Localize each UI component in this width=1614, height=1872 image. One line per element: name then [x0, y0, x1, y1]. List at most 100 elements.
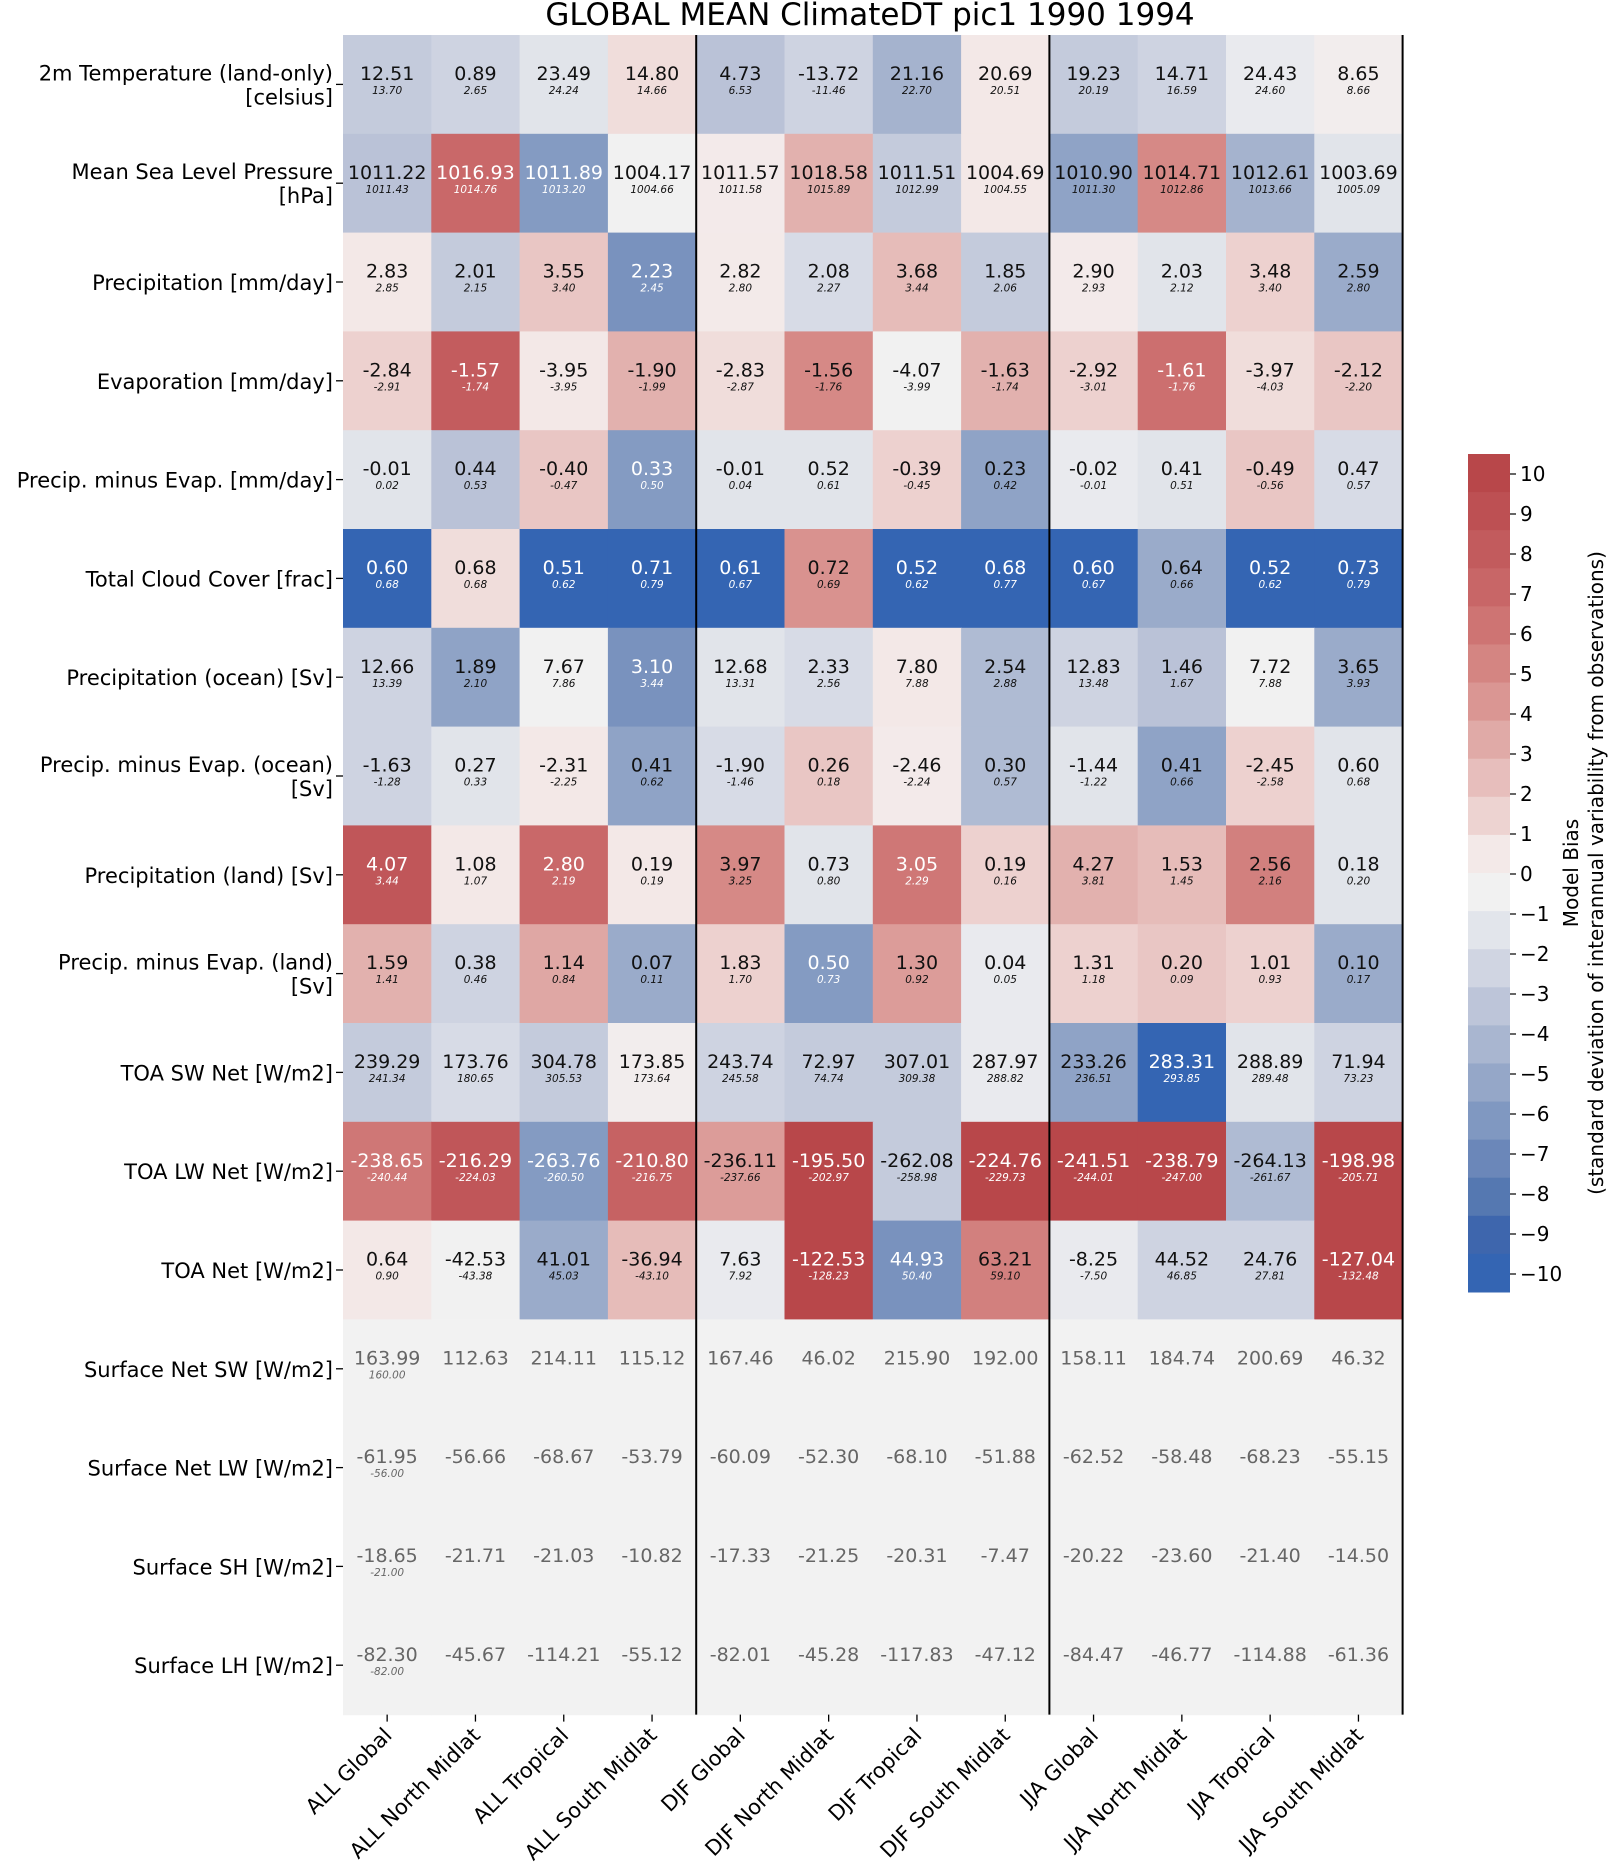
cell-obs-value: -1.74: [462, 381, 489, 393]
colorbar-segment: [1468, 1101, 1510, 1141]
heatmap-cell: [1314, 1319, 1404, 1419]
cell-value: 3.05: [896, 853, 938, 875]
cell-value: 3.97: [719, 853, 761, 875]
heatmap-cell: [1049, 35, 1139, 135]
heatmap-cell: [343, 331, 432, 431]
heatmap-cell: [1314, 726, 1404, 826]
heatmap-cell: [343, 133, 432, 234]
cell-obs-value: 0.62: [905, 579, 929, 591]
row-labels: 2m Temperature (land-only)[celsius] Mean …: [17, 61, 343, 1678]
heatmap-cell: [607, 1418, 697, 1518]
heatmap-cell: [519, 1418, 609, 1518]
cell-obs-value: 173.64: [634, 1073, 671, 1085]
cell-value: 3.48: [1249, 261, 1291, 283]
heatmap-cell: [519, 1220, 609, 1320]
cell-value: -195.50: [792, 1150, 865, 1172]
colorbar-segment: [1468, 1139, 1510, 1179]
cell-obs-value: -237.66: [720, 1172, 761, 1184]
cell-obs-value: 2.65: [464, 85, 488, 97]
heatmap-cell: [1226, 331, 1315, 431]
cell-value: 115.12: [619, 1347, 685, 1369]
cell-obs-value: 73.23: [1343, 1073, 1373, 1085]
heatmap-cell: [872, 1220, 962, 1320]
cell-value: -1.63: [363, 755, 412, 777]
heatmap-cell: [696, 726, 786, 826]
cell-obs-value: 0.51: [1170, 480, 1193, 492]
heatmap-cell: [343, 1615, 432, 1716]
heatmap-cell: [961, 430, 1050, 530]
cell-value: -45.67: [445, 1644, 506, 1666]
cell-value: 1.59: [366, 952, 408, 974]
cell-value: -236.11: [704, 1150, 777, 1172]
cell-value: 3.55: [543, 261, 585, 283]
colorbar-segment: [1468, 530, 1510, 569]
heatmap-cell: [1137, 924, 1227, 1024]
cell-value: 1018.58: [789, 162, 868, 184]
row-label: [celsius]: [245, 85, 333, 109]
cell-value: 2.03: [1161, 261, 1203, 283]
cell-obs-value: 3.44: [905, 283, 928, 295]
cell-value: -8.25: [1069, 1249, 1118, 1271]
cell-value: 4.07: [366, 853, 408, 875]
cell-value: -36.94: [621, 1249, 682, 1271]
cell-value: -0.39: [892, 458, 941, 480]
cell-value: 7.63: [719, 1249, 761, 1271]
cell-value: -0.40: [539, 458, 588, 480]
cell-obs-value: -205.71: [1338, 1172, 1379, 1184]
heatmap-cell: [431, 726, 521, 826]
cell-obs-value: 0.68: [375, 579, 399, 591]
cell-value: 0.47: [1337, 458, 1379, 480]
row-label: Precip. minus Evap. [mm/day]: [17, 469, 333, 493]
cell-value: 214.11: [531, 1347, 597, 1369]
heatmap-cell: [1137, 1121, 1227, 1222]
heatmap-cell: [961, 1220, 1050, 1320]
cell-value: 2.01: [454, 261, 496, 283]
cell-value: 44.93: [890, 1249, 944, 1271]
colorbar-segment: [1468, 720, 1510, 760]
cell-obs-value: -21.00: [370, 1567, 404, 1579]
cell-obs-value: 2.16: [1258, 875, 1282, 887]
cell-obs-value: 2.80: [729, 283, 753, 295]
cell-value: -238.79: [1145, 1150, 1218, 1172]
cell-value: 0.41: [631, 755, 673, 777]
cell-obs-value: -43.38: [459, 1271, 493, 1283]
cell-obs-value: 1011.58: [719, 184, 763, 196]
cell-value: 304.78: [531, 1051, 597, 1073]
heatmap-cell: [696, 529, 786, 629]
cell-obs-value: 27.81: [1255, 1271, 1285, 1283]
colorbar-segment: [1468, 644, 1510, 684]
cell-value: 1.30: [896, 952, 938, 974]
cell-obs-value: -3.95: [550, 381, 577, 393]
heatmap-cell: [1049, 1121, 1139, 1222]
heatmap-cell: [961, 1121, 1050, 1222]
cell-obs-value: 2.15: [464, 283, 488, 295]
cell-value: 0.27: [454, 755, 496, 777]
cell-value: 72.97: [801, 1051, 855, 1073]
heatmap-cell: [961, 1319, 1050, 1419]
cell-value: 0.26: [807, 755, 849, 777]
colorbar-tick-label: 1: [1520, 822, 1533, 846]
heatmap-cell: [607, 1517, 697, 1617]
cell-value: -241.51: [1057, 1150, 1130, 1172]
cell-value: -2.31: [539, 755, 588, 777]
colorbar-segment: [1468, 606, 1510, 645]
cell-value: -114.88: [1233, 1644, 1306, 1666]
heatmap-cell: [343, 1418, 432, 1518]
heatmap-cell: [784, 1023, 874, 1123]
cell-value: 7.80: [896, 656, 938, 678]
heatmap-cell: [519, 430, 609, 530]
cell-obs-value: -1.99: [638, 381, 665, 393]
cell-value: 1011.57: [701, 162, 780, 184]
cell-value: 1003.69: [1319, 162, 1398, 184]
cell-value: 71.94: [1331, 1051, 1385, 1073]
cell-value: -0.02: [1069, 458, 1118, 480]
cell-value: 163.99: [354, 1347, 420, 1369]
cell-value: -10.82: [621, 1545, 682, 1567]
cell-obs-value: 1.45: [1170, 875, 1194, 887]
cell-obs-value: 1011.43: [365, 184, 408, 196]
heatmap-cell: [343, 1023, 432, 1123]
cell-value: 2.08: [807, 261, 849, 283]
heatmap-cell: [696, 825, 786, 925]
cell-obs-value: 2.06: [994, 283, 1018, 295]
